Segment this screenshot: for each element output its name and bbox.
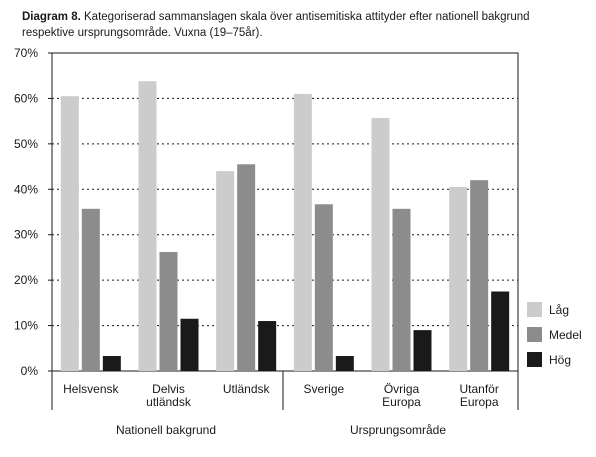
x-category-label-line: Europa (382, 395, 421, 409)
x-category-label: Övriga Europa (382, 382, 421, 409)
x-category-label-line: utländsk (146, 395, 192, 409)
bar (371, 117, 390, 371)
x-category-label: Sverige (303, 382, 344, 396)
group-label-ursprungsomrade: Ursprungsområde (350, 423, 446, 437)
y-tick-label: 40% (14, 182, 38, 196)
bar (81, 208, 100, 371)
y-tick-label: 70% (14, 46, 38, 60)
bar (314, 204, 333, 371)
chart-title: Diagram 8. Kategoriserad sammanslagen sk… (22, 9, 582, 41)
bar (470, 180, 489, 371)
bar (258, 321, 277, 371)
bar (491, 291, 510, 371)
legend-label: Medel (549, 328, 582, 342)
x-category-label-line: Sverige (303, 382, 344, 396)
group-label-nationell-bakgrund: Nationell bakgrund (116, 423, 216, 437)
x-category-label: Helsvensk (63, 382, 119, 396)
bar (413, 330, 432, 371)
legend-label: Hög (549, 353, 571, 367)
x-category-label: Utländsk (223, 382, 271, 396)
y-tick-label: 60% (14, 91, 38, 105)
x-category-label-line: Delvis (152, 382, 185, 396)
plot-frame (51, 52, 519, 372)
y-tick-label: 30% (14, 228, 38, 242)
bar (102, 356, 121, 371)
x-category-label-line: Europa (460, 395, 499, 409)
x-category-label-line: Utanför (459, 382, 498, 396)
bar (60, 96, 79, 372)
bar (293, 93, 312, 371)
bar (392, 208, 411, 371)
chart-title-text: Kategoriserad sammanslagen skala över an… (22, 11, 530, 39)
bar (237, 164, 256, 371)
legend-swatch (527, 327, 542, 342)
legend-label: Låg (549, 303, 569, 317)
x-category-label: Utanför Europa (459, 382, 498, 409)
bar (216, 171, 235, 371)
y-tick-label: 50% (14, 137, 38, 151)
y-tick-label: 10% (14, 319, 38, 333)
y-tick-label: 20% (14, 273, 38, 287)
x-category-label-line: Utländsk (223, 382, 271, 396)
bar (335, 356, 354, 371)
bar (449, 187, 468, 371)
x-category-label-line: Helsvensk (63, 382, 119, 396)
bar (180, 318, 199, 371)
legend-swatch (527, 352, 542, 367)
y-tick-label: 0% (21, 364, 39, 378)
x-category-label-line: Övriga (384, 382, 420, 396)
bar (159, 251, 178, 371)
legend-swatch (527, 302, 542, 317)
chart-title-label: Diagram 8. (22, 11, 81, 23)
x-category-label: Delvis utländsk (146, 382, 192, 409)
bar (138, 81, 157, 371)
